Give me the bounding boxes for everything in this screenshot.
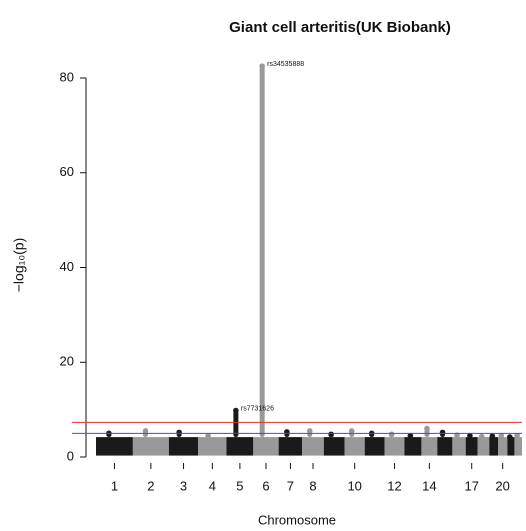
x-tick-label: 12 bbox=[387, 478, 401, 493]
snp-cloud bbox=[437, 437, 453, 456]
snp-cloud bbox=[489, 437, 499, 456]
peak-snp bbox=[407, 432, 414, 439]
x-tick-label: 5 bbox=[236, 478, 243, 493]
snp-cloud bbox=[168, 437, 199, 456]
peak-snp bbox=[348, 428, 355, 434]
snp-cloud bbox=[498, 437, 508, 456]
x-tick-label: 7 bbox=[287, 478, 294, 493]
x-axis-label: Chromosome bbox=[258, 512, 336, 527]
snp-cloud bbox=[253, 437, 279, 456]
annotation: rs34535888 bbox=[267, 61, 304, 68]
snp-cloud bbox=[132, 437, 169, 456]
y-tick-label: 20 bbox=[60, 354, 74, 369]
x-tick-label: 2 bbox=[147, 478, 154, 493]
y-axis-label: −log₁₀(p) bbox=[11, 238, 27, 293]
snp-column bbox=[233, 410, 239, 438]
snp-cloud bbox=[421, 437, 438, 456]
peak-snp bbox=[233, 407, 239, 414]
peak-snp bbox=[142, 428, 149, 434]
x-tick-label: 14 bbox=[422, 478, 436, 493]
peak-snp bbox=[439, 429, 446, 436]
y-tick-label: 40 bbox=[60, 259, 74, 274]
snp-cloud bbox=[302, 437, 324, 456]
peak-snp bbox=[514, 432, 520, 439]
peak-snp bbox=[478, 433, 485, 440]
y-tick-label: 0 bbox=[67, 448, 74, 463]
snp-cloud bbox=[384, 437, 405, 456]
x-tick-label: 3 bbox=[180, 478, 187, 493]
peak-snp bbox=[467, 432, 473, 439]
snp-cloud bbox=[452, 437, 466, 456]
peak-snp bbox=[306, 428, 313, 434]
x-tick-label: 4 bbox=[209, 478, 216, 493]
peak-snp bbox=[498, 432, 505, 439]
annotation: rs7731626 bbox=[241, 405, 274, 412]
peak-snp bbox=[328, 431, 334, 438]
snp-cloud bbox=[404, 437, 422, 456]
peak-snp bbox=[489, 433, 496, 439]
snp-cloud bbox=[465, 437, 478, 456]
snp-cloud bbox=[344, 437, 365, 456]
y-tick-label: 80 bbox=[60, 69, 74, 84]
snp-cloud bbox=[477, 437, 490, 456]
peak-snp bbox=[205, 432, 211, 439]
snp-cloud bbox=[198, 437, 227, 456]
peak-snp bbox=[388, 431, 395, 438]
peak-snp bbox=[424, 425, 430, 432]
peak-snp bbox=[176, 429, 182, 436]
peak-snp bbox=[284, 429, 290, 435]
x-tick-label: 10 bbox=[347, 478, 361, 493]
x-tick-label: 1 bbox=[111, 478, 118, 493]
x-tick-label: 6 bbox=[262, 478, 269, 493]
snp-cloud bbox=[364, 437, 385, 456]
snp-cloud bbox=[507, 437, 515, 456]
peak-snp bbox=[507, 434, 513, 440]
chart-title: Giant cell arteritis(UK Biobank) bbox=[229, 19, 451, 36]
snp-column bbox=[259, 66, 265, 438]
snp-cloud bbox=[226, 437, 254, 456]
y-tick-label: 60 bbox=[60, 164, 74, 179]
x-tick-label: 8 bbox=[309, 478, 316, 493]
peak-snp bbox=[259, 63, 265, 69]
snp-cloud bbox=[323, 437, 345, 456]
snp-cloud bbox=[514, 437, 522, 456]
x-tick-label: 20 bbox=[495, 478, 509, 493]
x-tick-label: 17 bbox=[464, 478, 478, 493]
snp-cloud bbox=[96, 437, 133, 456]
snp-cloud bbox=[278, 437, 303, 456]
